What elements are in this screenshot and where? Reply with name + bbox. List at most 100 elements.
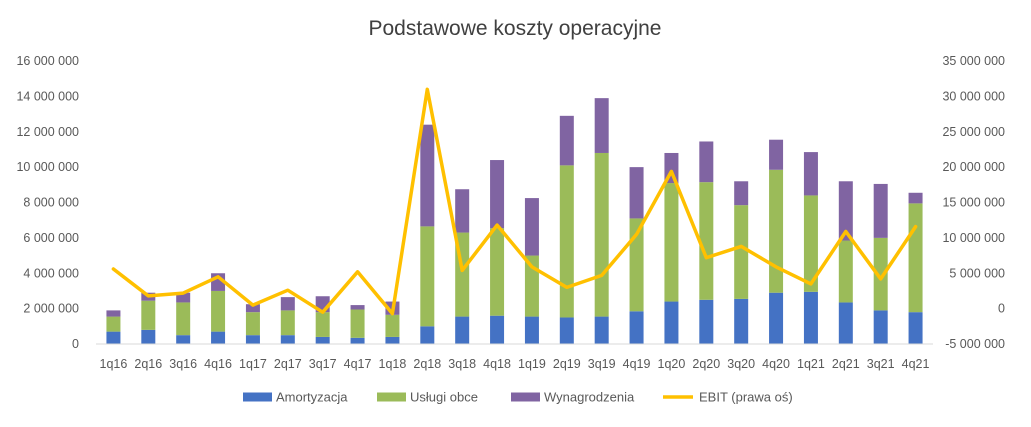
bar-wynagrodzenia-4q21: [908, 192, 923, 204]
right-axis-tick-label: 10 000 000: [942, 231, 1005, 245]
left-axis-tick-label: 10 000 000: [16, 160, 79, 174]
x-axis-tick-label: 3q16: [169, 357, 197, 371]
bar-us-ugi-obce-2q21: [838, 240, 853, 303]
bar-wynagrodzenia-1q16: [106, 310, 121, 317]
x-axis-tick-label: 4q16: [204, 357, 232, 371]
left-axis-tick-label: 6 000 000: [23, 231, 79, 245]
x-axis-tick-label: 4q19: [623, 357, 651, 371]
bar-wynagrodzenia-3q19: [594, 98, 609, 153]
bar-wynagrodzenia-2q18: [420, 124, 435, 227]
bar-wynagrodzenia-3q18: [455, 189, 470, 233]
bar-us-ugi-obce-3q19: [594, 152, 609, 317]
x-axis-tick-label: 2q17: [274, 357, 302, 371]
right-axis-tick-label: 5 000 000: [949, 266, 1005, 280]
x-axis-tick-label: 2q18: [413, 357, 441, 371]
bar-wynagrodzenia-4q17: [350, 305, 365, 310]
bar-wynagrodzenia-4q19: [629, 167, 644, 219]
bar-amortyzacja-2q19: [559, 317, 574, 344]
bar-us-ugi-obce-2q19: [559, 165, 574, 318]
line-series: [111, 87, 918, 316]
bar-us-ugi-obce-3q20: [734, 205, 749, 299]
legend-label-wynagrodzenia: Wynagrodzenia: [544, 390, 635, 405]
bar-amortyzacja-2q21: [838, 302, 853, 344]
x-axis-tick-label: 3q19: [588, 357, 616, 371]
legend-swatch-us-ugi-obce: [377, 392, 406, 402]
bar-us-ugi-obce-1q16: [106, 316, 121, 332]
left-axis-tick-label: 8 000 000: [23, 196, 79, 210]
bar-us-ugi-obce-4q16: [211, 290, 226, 332]
bar-amortyzacja-3q18: [455, 316, 470, 344]
bar-us-ugi-obce-2q18: [420, 226, 435, 327]
bar-wynagrodzenia-1q17: [245, 304, 260, 313]
bar-us-ugi-obce-3q16: [176, 302, 191, 336]
bar-wynagrodzenia-3q16: [176, 292, 191, 303]
right-axis-tick-label: 15 000 000: [942, 196, 1005, 210]
left-axis-tick-label: 16 000 000: [16, 54, 79, 68]
x-axis-tick-label: 4q18: [483, 357, 511, 371]
x-axis-tick-label: 4q20: [762, 357, 790, 371]
right-axis-tick-label: -5 000 000: [945, 337, 1005, 351]
x-axis-tick-label: 2q20: [692, 357, 720, 371]
bar-us-ugi-obce-1q20: [664, 183, 679, 302]
x-axis-tick-label: 3q20: [727, 357, 755, 371]
bar-amortyzacja-3q21: [873, 310, 888, 344]
bar-series: [106, 98, 923, 344]
x-axis-tick-label: 4q17: [344, 357, 372, 371]
x-axis-ticks: 1q16 2q16 3q16 4q16 1q17 2q17 3q17 4q17 1q18 2q18…: [100, 357, 930, 371]
x-axis-tick-label: 1q18: [379, 357, 407, 371]
left-axis-tick-label: 0: [72, 337, 79, 351]
bar-amortyzacja-4q18: [490, 315, 505, 344]
bar-us-ugi-obce-2q20: [699, 182, 714, 300]
x-axis-tick-label: 4q21: [902, 357, 930, 371]
bar-wynagrodzenia-1q21: [803, 152, 818, 196]
bar-wynagrodzenia-4q20: [769, 139, 784, 170]
x-axis-tick-label: 3q18: [448, 357, 476, 371]
x-axis-tick-label: 2q19: [553, 357, 581, 371]
bar-us-ugi-obce-2q17: [280, 310, 295, 336]
bar-us-ugi-obce-3q17: [315, 312, 330, 337]
bar-amortyzacja-1q17: [245, 335, 260, 344]
bar-wynagrodzenia-3q20: [734, 181, 749, 206]
x-axis-tick-label: 2q21: [832, 357, 860, 371]
bar-us-ugi-obce-4q21: [908, 203, 923, 313]
bar-us-ugi-obce-3q21: [873, 237, 888, 311]
x-axis-tick-label: 1q19: [518, 357, 546, 371]
left-axis-ticks: 0 2 000 000 4 000 000 6 000 000 8 000 000 10 …: [16, 54, 79, 351]
bar-us-ugi-obce-4q20: [769, 169, 784, 293]
bar-amortyzacja-4q19: [629, 311, 644, 344]
bar-wynagrodzenia-1q19: [524, 198, 539, 256]
right-axis-tick-label: 30 000 000: [942, 89, 1005, 103]
x-axis-tick-label: 1q16: [100, 357, 128, 371]
legend-swatch-wynagrodzenia: [511, 392, 540, 402]
bar-us-ugi-obce-2q16: [141, 300, 156, 330]
bar-amortyzacja-1q20: [664, 301, 679, 344]
x-axis-tick-label: 3q21: [867, 357, 895, 371]
bar-wynagrodzenia-3q21: [873, 183, 888, 238]
bar-amortyzacja-1q19: [524, 316, 539, 344]
left-axis-tick-label: 12 000 000: [16, 125, 79, 139]
bar-wynagrodzenia-2q17: [280, 297, 295, 311]
legend: Amortyzacja Usługi obce Wynagrodzenia EBIT …: [243, 390, 793, 405]
left-axis-tick-label: 2 000 000: [23, 302, 79, 316]
legend-label-ebit-prawa-o: EBIT (prawa oś): [699, 390, 793, 405]
right-axis-tick-label: 0: [998, 302, 1005, 316]
x-axis-tick-label: 1q21: [797, 357, 825, 371]
bar-us-ugi-obce-1q17: [245, 312, 260, 336]
bar-amortyzacja-2q20: [699, 299, 714, 344]
bar-us-ugi-obce-1q18: [385, 314, 400, 337]
bar-amortyzacja-2q18: [420, 326, 435, 344]
right-axis-ticks: -5 000 000 0 5 000 000 10 000 000 15 000 000…: [942, 54, 1005, 351]
left-axis-tick-label: 14 000 000: [16, 89, 79, 103]
bar-amortyzacja-3q17: [315, 336, 330, 344]
x-axis-tick-label: 1q20: [658, 357, 686, 371]
bar-wynagrodzenia-2q21: [838, 181, 853, 241]
chart-title: Podstawowe koszty operacyjne: [369, 17, 662, 40]
x-axis-tick-label: 3q17: [309, 357, 337, 371]
bar-wynagrodzenia-2q20: [699, 141, 714, 183]
bar-us-ugi-obce-4q17: [350, 309, 365, 338]
bar-amortyzacja-1q16: [106, 331, 121, 344]
x-axis-tick-label: 1q17: [239, 357, 267, 371]
ebit-line: [111, 87, 918, 316]
bar-amortyzacja-2q16: [141, 329, 156, 344]
